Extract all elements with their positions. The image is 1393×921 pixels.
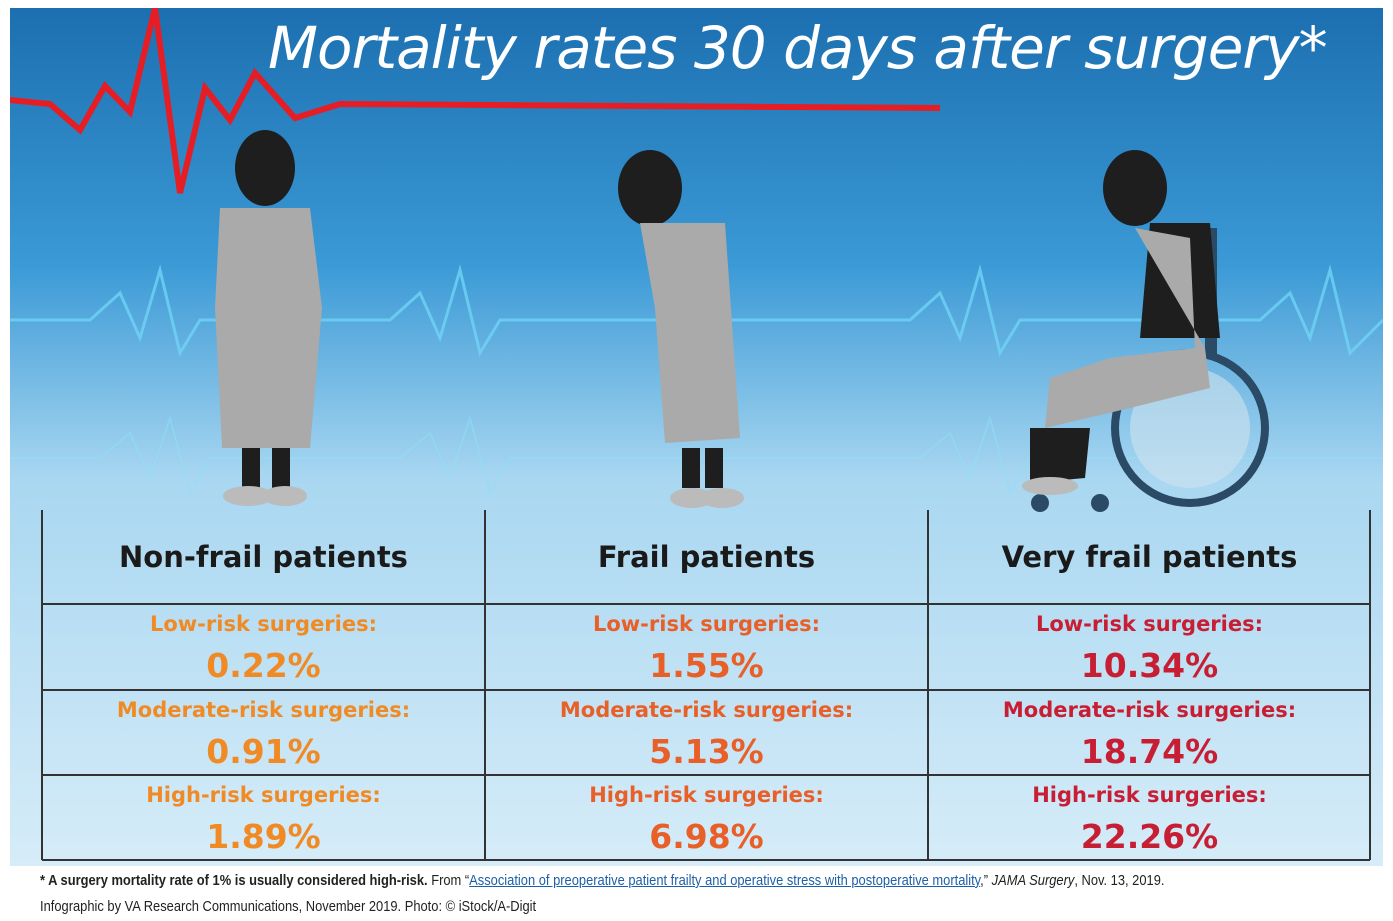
journal: JAMA Surgery [992, 872, 1075, 889]
risk-label: Low-risk surgeries: [485, 612, 928, 636]
title: Mortality rates 30 days after surgery* [268, 14, 1327, 82]
risk-label: Moderate-risk surgeries: [42, 698, 485, 722]
mortality-rate: 10.34% [928, 646, 1371, 685]
page: Mortality rates 30 days after surgery* N… [0, 0, 1393, 921]
mortality-rate: 5.13% [485, 732, 928, 771]
mortality-rate: 18.74% [928, 732, 1371, 771]
source-suffix: ,” [980, 872, 988, 889]
mortality-rate: 1.55% [485, 646, 928, 685]
mortality-rate: 1.89% [42, 817, 485, 856]
column: Very frail patients Low-risk surgeries: 10… [928, 510, 1371, 860]
footnote: * A surgery mortality rate of 1% is usua… [40, 872, 1164, 889]
source-prefix: From “ [431, 872, 469, 889]
mortality-rate: 22.26% [928, 817, 1371, 856]
mortality-rate: 0.22% [42, 646, 485, 685]
risk-label: High-risk surgeries: [928, 783, 1371, 807]
column: Frail patients Low-risk surgeries: 1.55% Mo… [485, 510, 928, 860]
mortality-rate: 0.91% [42, 732, 485, 771]
risk-label: Low-risk surgeries: [928, 612, 1371, 636]
risk-label: Low-risk surgeries: [42, 612, 485, 636]
mortality-rate: 6.98% [485, 817, 928, 856]
column-header: Very frail patients [928, 540, 1371, 574]
risk-label: Moderate-risk surgeries: [485, 698, 928, 722]
source-link[interactable]: Association of preoperative patient frai… [469, 872, 980, 889]
note: * A surgery mortality rate of 1% is usua… [40, 872, 428, 889]
column: Non-frail patients Low-risk surgeries: 0.2… [42, 510, 485, 860]
risk-label: Moderate-risk surgeries: [928, 698, 1371, 722]
column-header: Frail patients [485, 540, 928, 574]
credit: Infographic by VA Research Communication… [40, 898, 536, 915]
column-header: Non-frail patients [42, 540, 485, 574]
risk-label: High-risk surgeries: [42, 783, 485, 807]
risk-label: High-risk surgeries: [485, 783, 928, 807]
date: , Nov. 13, 2019. [1074, 872, 1164, 889]
